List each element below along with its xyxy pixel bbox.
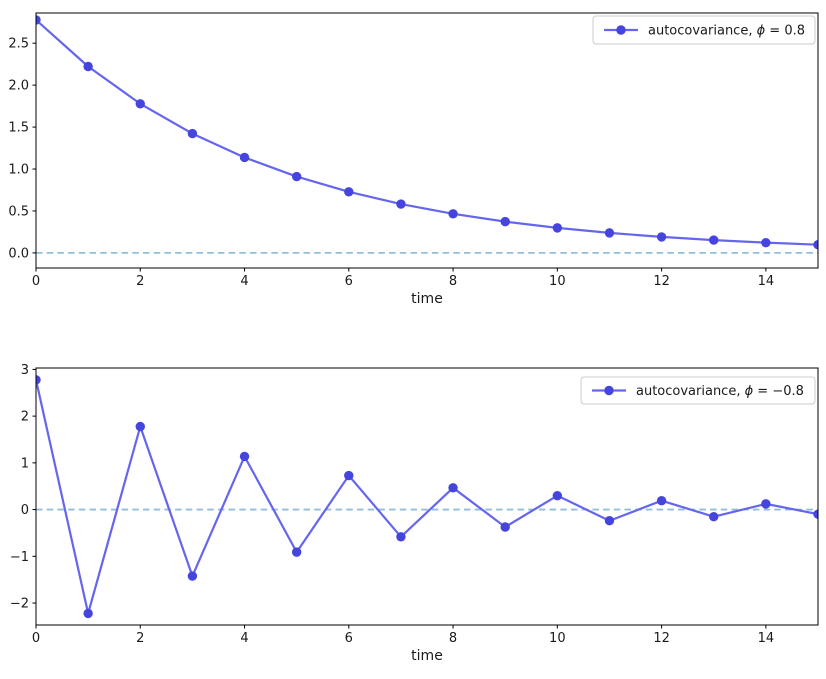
- data-point-marker: [344, 187, 354, 197]
- legend-box: [592, 15, 816, 45]
- legend: autocovariance, ϕ = −0.8: [580, 376, 816, 405]
- plot-border: [35, 367, 819, 626]
- x-axis-tick-label: 4: [240, 274, 248, 289]
- data-point-marker: [239, 451, 250, 462]
- series-line: [36, 379, 818, 615]
- data-point-marker: [500, 216, 510, 227]
- x-axis-tick-label: 14: [758, 631, 775, 646]
- data-point-marker: [761, 237, 771, 248]
- data-point-marker: [291, 171, 302, 182]
- data-point-marker: [761, 499, 771, 509]
- plot-border: [35, 12, 819, 269]
- data-point-marker: [552, 223, 563, 233]
- x-axis-tick-label: 10: [549, 274, 566, 289]
- legend-marker-icon: [604, 385, 614, 396]
- y-axis-tick-label: 1.0: [8, 163, 29, 178]
- data-point-marker: [83, 608, 93, 619]
- legend-marker-icon: [616, 25, 626, 35]
- x-axis-tick-label: 8: [449, 274, 457, 289]
- y-axis-tick-label: 3: [21, 363, 29, 378]
- data-point-marker: [552, 490, 563, 501]
- y-axis-tick-label: 2: [21, 410, 29, 425]
- y-axis-tick-label: 2.5: [8, 37, 29, 52]
- y-axis-tick-label: 1: [21, 456, 29, 471]
- data-point-marker: [448, 209, 458, 219]
- data-point-marker: [83, 61, 93, 72]
- x-axis-tick-label: 10: [549, 631, 566, 646]
- data-point-marker: [656, 495, 667, 506]
- top-chart: 0 2 4 6 8 10 12 14 0.0 0.5 1.0 1.5 2.0 2.5 time autocov…: [8, 12, 819, 307]
- x-axis-tick-label: 4: [240, 631, 248, 646]
- legend-label: autocovariance, ϕ = 0.8: [648, 24, 805, 39]
- data-point-marker: [709, 512, 719, 522]
- legend-label: autocovariance, ϕ = −0.8: [636, 384, 804, 399]
- y-axis-tick-label: −2: [10, 597, 29, 612]
- y-axis-tick-label: 0: [21, 503, 29, 518]
- y-axis-tick-label: −1: [10, 550, 29, 565]
- data-point-marker: [396, 199, 406, 209]
- x-axis-label: time: [411, 648, 443, 664]
- data-point-marker: [36, 15, 41, 25]
- data-point-marker: [187, 128, 198, 139]
- x-axis-label: time: [411, 291, 443, 307]
- data-point-marker: [500, 522, 510, 532]
- data-point-marker: [709, 235, 719, 245]
- x-axis-tick-label: 12: [653, 631, 670, 646]
- data-point-marker: [656, 232, 667, 242]
- x-axis-tick-label: 0: [32, 274, 40, 289]
- data-point-marker: [135, 99, 145, 109]
- y-axis-tick-label: 0.5: [8, 204, 29, 219]
- data-point-marker: [344, 470, 354, 481]
- x-axis-tick-label: 2: [136, 631, 144, 646]
- series-line: [36, 19, 818, 246]
- x-axis-tick-label: 6: [345, 631, 353, 646]
- plot-area: [36, 368, 818, 625]
- x-axis-tick-label: 8: [449, 631, 457, 646]
- x-axis-tick-label: 14: [758, 274, 775, 289]
- data-point-marker: [135, 421, 145, 432]
- data-point-marker: [604, 228, 615, 238]
- x-axis-tick-label: 2: [136, 274, 144, 289]
- legend-box: [580, 376, 816, 405]
- legend: autocovariance, ϕ = 0.8: [592, 15, 816, 45]
- data-point-marker: [291, 547, 302, 557]
- data-point-marker: [813, 240, 818, 250]
- x-axis-tick-label: 6: [345, 274, 353, 289]
- data-point-marker: [187, 571, 198, 581]
- data-point-marker: [813, 509, 818, 519]
- y-axis-tick-label: 2.0: [8, 79, 29, 94]
- data-point-marker: [239, 152, 250, 163]
- y-axis-tick-label: 0.0: [8, 246, 29, 261]
- y-axis-tick-label: 1.5: [8, 121, 29, 136]
- plot-area: [36, 13, 818, 268]
- x-axis-tick-label: 0: [32, 631, 40, 646]
- data-point-marker: [448, 483, 458, 493]
- x-axis-tick-label: 12: [653, 274, 670, 289]
- data-point-marker: [604, 516, 615, 526]
- data-point-marker: [36, 375, 41, 385]
- data-point-marker: [396, 532, 406, 542]
